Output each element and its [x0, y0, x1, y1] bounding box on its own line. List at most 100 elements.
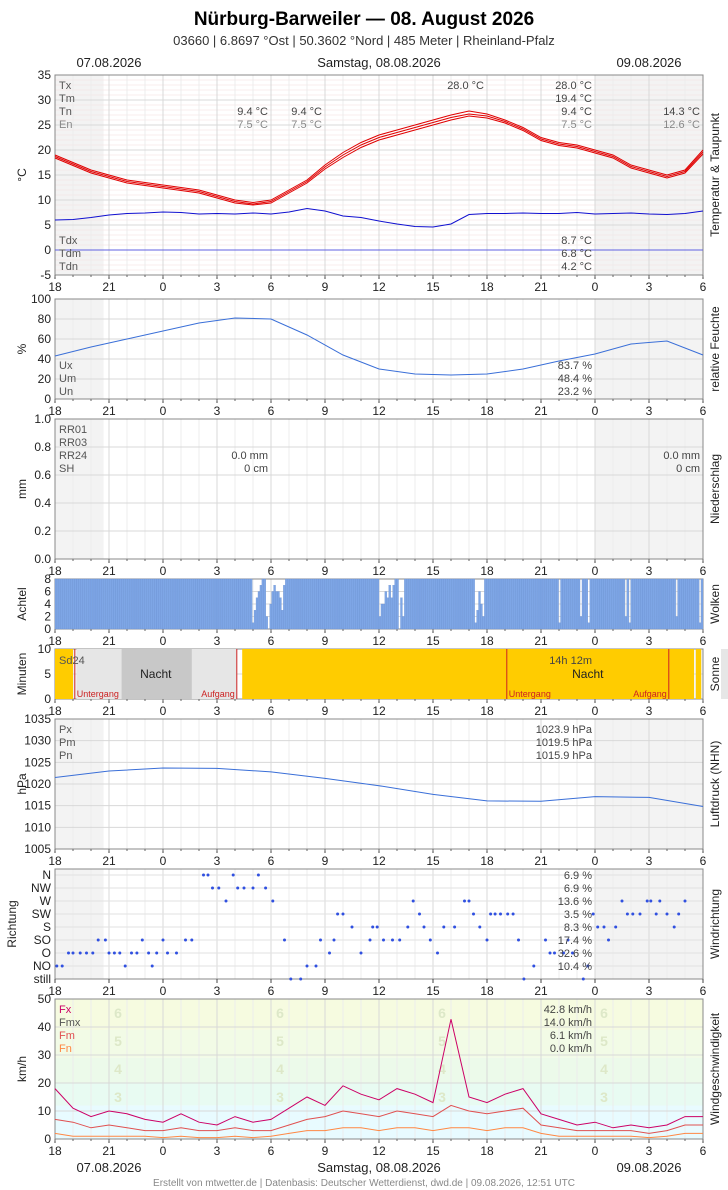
cloud-bar: [589, 578, 592, 630]
temperature-legend-label: Tn: [59, 106, 72, 118]
cloud-bar: [554, 578, 557, 630]
cloud-bar: [519, 578, 522, 630]
beaufort-label: 4: [276, 1061, 284, 1077]
cloud-bar: [361, 578, 364, 630]
wind-direction-point: [336, 912, 340, 916]
humidity-ytick-label: 60: [38, 332, 52, 346]
wind-speed-ytick-label: 50: [38, 992, 52, 1006]
temperature-ytick-label: 20: [38, 143, 52, 157]
cloud-bar: [103, 578, 106, 630]
cloud-bar: [292, 578, 296, 630]
precipitation-xtick-label: 18: [480, 564, 494, 578]
wind-direction-point: [591, 912, 595, 916]
temperature-ytick-label: 25: [38, 118, 52, 132]
precipitation-value: 0 cm: [676, 463, 700, 475]
cloud-bar: [148, 578, 151, 630]
clouds-side-label: Wolken: [708, 584, 722, 624]
wind-direction-point: [314, 964, 318, 968]
sunshine-xtick-label: 18: [480, 704, 494, 718]
wind-speed-xtick-label: 15: [426, 1144, 440, 1158]
wind-speed-ytick-label: 20: [38, 1076, 52, 1090]
wind-direction-point: [251, 886, 255, 890]
wind-speed-xtick-label: 6: [700, 1144, 707, 1158]
cloud-bar: [579, 616, 583, 630]
cloud-bar: [384, 591, 387, 630]
temperature-xtick-label: 0: [592, 280, 599, 294]
wind-direction-point: [319, 938, 322, 942]
humidity-xtick-label: 6: [700, 404, 707, 418]
cloud-bar: [324, 578, 327, 630]
cloud-bar: [679, 578, 682, 630]
pressure-xtick-label: 21: [534, 854, 548, 868]
cloud-bar: [273, 585, 276, 630]
temperature-ytick-label: 5: [44, 218, 51, 232]
cloud-bar: [378, 616, 382, 630]
wind-direction-point: [406, 925, 410, 929]
cloud-bar: [119, 578, 122, 630]
wind-direction-point: [442, 925, 446, 929]
cloud-bar: [380, 603, 384, 630]
wind-speed-series-Fx: [54, 1019, 703, 1129]
cloud-bar: [417, 578, 421, 630]
wind-direction-stat: 17.4 %: [558, 935, 592, 947]
cloud-bar: [230, 578, 233, 630]
humidity-ylabel: %: [15, 343, 29, 354]
temperature-legend-label: Tm: [59, 93, 75, 105]
cloud-bar: [263, 578, 266, 630]
wind-direction-point: [658, 899, 662, 903]
clouds-xtick-label: 0: [592, 634, 599, 648]
cloud-bar: [558, 622, 561, 630]
wind-direction-point: [472, 912, 475, 916]
cloud-bar: [517, 578, 520, 630]
sun-event-label: Untergang: [509, 689, 551, 699]
temperature-annotation: 7.5 °C: [237, 119, 268, 131]
cloud-bar: [423, 578, 426, 630]
cloud-bar: [99, 578, 102, 630]
cloud-bar: [581, 578, 585, 630]
wind-direction-point: [645, 899, 649, 903]
beaufort-label: 4: [114, 1061, 122, 1077]
pressure-ytick-label: 1010: [24, 820, 51, 834]
cloud-bar: [652, 578, 655, 630]
cloud-bar: [365, 578, 368, 630]
humidity-xtick-label: 0: [160, 404, 167, 418]
wind-direction-point: [96, 938, 100, 942]
cloud-bar: [183, 578, 186, 630]
humidity-legend-label: Um: [59, 373, 76, 385]
cloud-bar: [410, 578, 413, 630]
cloud-bar: [632, 578, 635, 630]
cloud-bar: [210, 578, 214, 630]
wind-direction-night-shade: [55, 869, 104, 979]
pressure-legend-label: Pm: [59, 737, 76, 749]
wind-speed-xtick-label: 0: [160, 1144, 167, 1158]
cloud-bar: [107, 578, 110, 630]
cloud-bar: [462, 578, 466, 630]
night-band: [721, 649, 728, 699]
sunshine-xtick-label: 6: [268, 704, 275, 718]
cloud-bar: [203, 578, 206, 630]
cloud-bar: [216, 578, 220, 630]
cloud-bar: [294, 578, 298, 630]
cloud-bar: [355, 578, 358, 630]
cloud-bar: [503, 578, 507, 630]
cloud-bar: [166, 578, 169, 630]
cloud-bar: [447, 578, 450, 630]
wind-direction-point: [206, 873, 210, 877]
clouds-xtick-label: 3: [214, 634, 221, 648]
beaufort-label: 3: [600, 1089, 608, 1105]
cloud-bar: [577, 578, 581, 630]
wind-direction-point: [118, 951, 122, 955]
cloud-bar: [193, 578, 196, 630]
cloud-bar: [560, 578, 563, 630]
clouds-ytick-label: 0: [44, 622, 51, 636]
cloud-bar: [261, 578, 264, 630]
sunshine-legend-label: Sd24: [59, 655, 85, 667]
cloud-bar: [226, 578, 229, 630]
wind-direction-point: [631, 912, 635, 916]
humidity-ytick-label: 20: [38, 372, 52, 386]
cloud-bar: [353, 578, 356, 630]
wind-direction-point: [359, 951, 363, 955]
wind-direction-point: [485, 938, 489, 942]
cloud-bar: [320, 578, 323, 630]
